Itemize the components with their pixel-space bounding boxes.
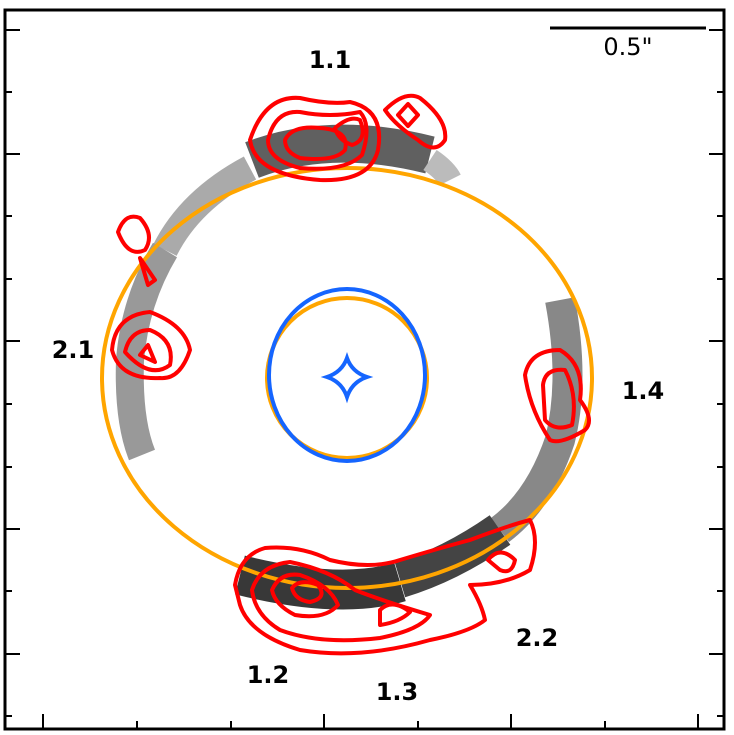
contours — [110, 93, 591, 656]
caustic — [320, 352, 374, 404]
image-label: 1.1 — [309, 46, 352, 74]
caustic — [265, 296, 429, 460]
scale-bar-label: 0.5" — [603, 33, 652, 61]
critical-curve — [100, 166, 594, 590]
critical-curve — [267, 287, 427, 463]
image-label: 2.1 — [52, 336, 95, 364]
ticks — [5, 29, 724, 729]
image-label: 1.4 — [622, 377, 665, 405]
image-label: 1.2 — [247, 661, 290, 689]
frame — [3, 8, 726, 731]
image-label: 2.2 — [516, 624, 559, 652]
image-label: 1.3 — [376, 678, 419, 706]
